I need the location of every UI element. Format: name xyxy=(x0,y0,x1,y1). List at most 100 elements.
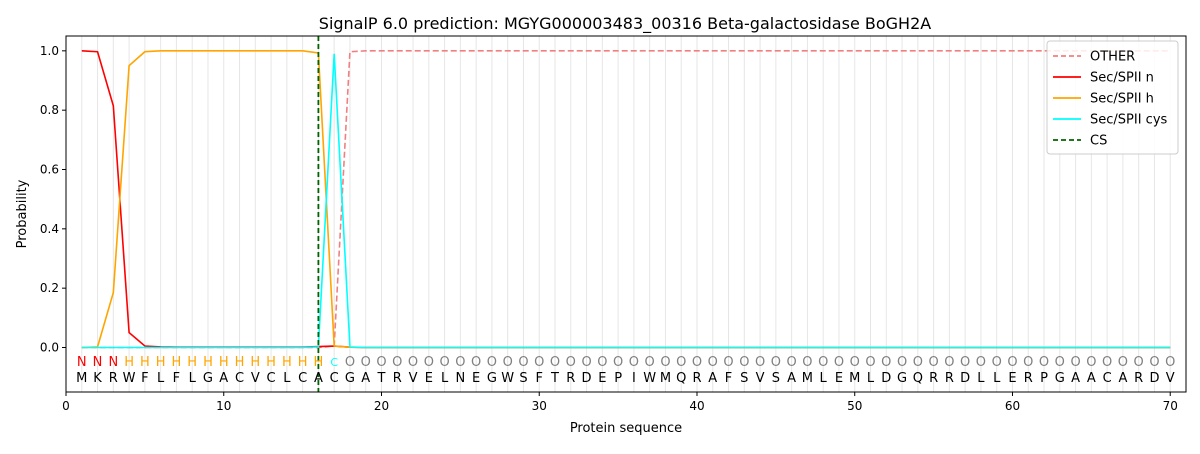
region-label: O xyxy=(613,355,623,370)
region-label: O xyxy=(424,355,434,370)
region-label: O xyxy=(692,355,702,370)
x-tick-label: 20 xyxy=(374,399,389,413)
region-label: O xyxy=(503,355,513,370)
region-label: O xyxy=(581,355,591,370)
sequence-residue: L xyxy=(441,371,449,386)
sequence-residue: L xyxy=(993,371,1001,386)
x-tick-label: 50 xyxy=(847,399,862,413)
region-label: O xyxy=(708,355,718,370)
region-label: O xyxy=(1023,355,1033,370)
y-tick-label: 0.6 xyxy=(40,163,59,177)
y-tick-label: 0.4 xyxy=(40,222,59,236)
region-label: O xyxy=(881,355,891,370)
region-label: H xyxy=(156,355,166,370)
region-label: O xyxy=(645,355,655,370)
sequence-residue: E xyxy=(598,371,606,386)
chart-title: SignalP 6.0 prediction: MGYG000003483_00… xyxy=(319,14,931,34)
region-label: O xyxy=(1007,355,1017,370)
sequence-residue: C xyxy=(267,371,276,386)
region-label: O xyxy=(771,355,781,370)
sequence-residue: M xyxy=(802,371,813,386)
y-tick-label: 0.2 xyxy=(40,281,59,295)
region-label: O xyxy=(455,355,465,370)
sequence-residue: M xyxy=(660,371,671,386)
plot-frame xyxy=(65,35,1187,393)
region-label: O xyxy=(723,355,733,370)
region-label: O xyxy=(944,355,954,370)
sequence-residue: A xyxy=(1071,371,1080,386)
region-label: O xyxy=(550,355,560,370)
region-label: O xyxy=(960,355,970,370)
sequence-residue: R xyxy=(1024,371,1033,386)
region-label: O xyxy=(802,355,812,370)
legend-label: Sec/SPII n xyxy=(1090,71,1154,86)
region-label: O xyxy=(408,355,418,370)
region-label: N xyxy=(108,355,118,370)
region-label: O xyxy=(376,355,386,370)
region-label: O xyxy=(976,355,986,370)
region-label: O xyxy=(1070,355,1080,370)
sequence-residue: C xyxy=(235,371,244,386)
sequence-residue: W xyxy=(123,371,136,386)
sequence-residue: T xyxy=(377,371,386,386)
series-lines xyxy=(81,36,1171,392)
region-label: H xyxy=(219,355,229,370)
sequence-residue: K xyxy=(93,371,102,386)
y-tick-label: 1.0 xyxy=(40,44,59,58)
region-label: O xyxy=(534,355,544,370)
sequence-residue: G xyxy=(203,371,213,386)
region-label: O xyxy=(850,355,860,370)
region-label: H xyxy=(124,355,134,370)
sequence-residue: A xyxy=(1118,371,1127,386)
sequence-residue: V xyxy=(409,371,418,386)
region-label: O xyxy=(1039,355,1049,370)
region-label: H xyxy=(172,355,182,370)
region-label: O xyxy=(755,355,765,370)
region-label: O xyxy=(471,355,481,370)
legend: OTHER Sec/SPII n Sec/SPII h Sec/SPII cys CS xyxy=(1046,40,1179,155)
region-label: O xyxy=(928,355,938,370)
sequence-residue: D xyxy=(960,371,970,386)
x-tick-label: 60 xyxy=(1005,399,1020,413)
sequence-residue: A xyxy=(1087,371,1096,386)
region-label: O xyxy=(1102,355,1112,370)
sequence-residue: R xyxy=(929,371,938,386)
sequence-residue: A xyxy=(708,371,717,386)
region-label: O xyxy=(676,355,686,370)
x-tick-label: 70 xyxy=(1163,399,1178,413)
region-label: H xyxy=(140,355,150,370)
sequence-residue: D xyxy=(881,371,891,386)
grid-lines xyxy=(81,36,1171,392)
sequence-residue: A xyxy=(314,371,323,386)
legend-label: Sec/SPII h xyxy=(1090,92,1154,107)
region-label: O xyxy=(345,355,355,370)
sequence-residue: M xyxy=(849,371,860,386)
region-label: O xyxy=(818,355,828,370)
sequence-residue: C xyxy=(1103,371,1112,386)
sequence-residue: F xyxy=(141,371,148,386)
series-line-other xyxy=(81,50,1171,349)
x-tick-label: 40 xyxy=(689,399,704,413)
sequence-residue: E xyxy=(425,371,433,386)
region-label: O xyxy=(660,355,670,370)
sequence-residue: L xyxy=(157,371,165,386)
sequence-residue: Q xyxy=(913,371,923,386)
sequence-residue: T xyxy=(550,371,559,386)
sequence-residue: V xyxy=(1166,371,1175,386)
region-label: O xyxy=(361,355,371,370)
region-label: O xyxy=(897,355,907,370)
sequence-residue: R xyxy=(945,371,954,386)
region-label: O xyxy=(865,355,875,370)
region-label: O xyxy=(1055,355,1065,370)
sequence-residue: C xyxy=(298,371,307,386)
region-label: O xyxy=(487,355,497,370)
series-line-sec-spii-cys xyxy=(81,53,1171,349)
series-line-sec-spii-n xyxy=(81,50,1171,349)
sequence-residue: R xyxy=(566,371,575,386)
region-label: O xyxy=(518,355,528,370)
region-label: H xyxy=(250,355,260,370)
region-label: H xyxy=(282,355,292,370)
